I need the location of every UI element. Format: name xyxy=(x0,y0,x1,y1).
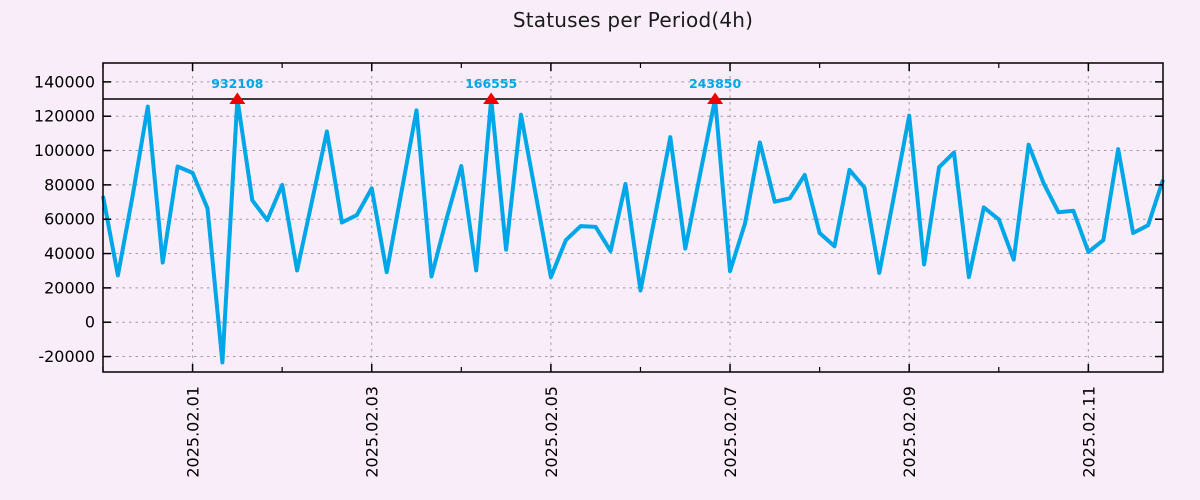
peak-marker xyxy=(483,92,500,105)
peak-label: 243850 xyxy=(689,76,741,91)
x-tick-label: 2025.02.11 xyxy=(1079,386,1098,478)
y-tick-label: 100000 xyxy=(34,141,95,160)
peak-marker xyxy=(707,92,724,105)
x-tick-label: 2025.02.07 xyxy=(721,386,740,478)
peak-label: 166555 xyxy=(465,76,517,91)
chart-title: Statuses per Period(4h) xyxy=(512,8,754,32)
x-tick-label: 2025.02.03 xyxy=(363,386,382,478)
y-tick-label: -20000 xyxy=(38,347,95,366)
y-tick-label: 80000 xyxy=(44,175,95,194)
y-tick-label: 120000 xyxy=(34,107,95,126)
x-tick-label: 2025.02.01 xyxy=(184,386,203,478)
y-tick-label: 0 xyxy=(85,313,95,332)
y-tick-label: 40000 xyxy=(44,244,95,263)
y-tick-label: 140000 xyxy=(34,72,95,91)
y-tick-label: 20000 xyxy=(44,278,95,297)
series-line xyxy=(101,97,1165,365)
y-tick-label: 60000 xyxy=(44,210,95,229)
plot-border xyxy=(102,62,1164,373)
peak-label: 932108 xyxy=(211,76,263,91)
x-tick-label: 2025.02.09 xyxy=(900,386,919,478)
peak-marker xyxy=(229,92,246,105)
x-tick-label: 2025.02.05 xyxy=(542,386,561,478)
